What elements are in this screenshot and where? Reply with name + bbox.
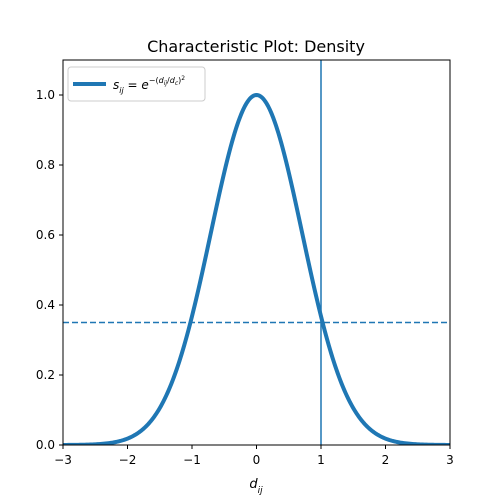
legend-entry-formula: sij = e−(dij/dc)2 xyxy=(113,75,185,95)
x-tick-label: −3 xyxy=(54,453,72,467)
x-tick-label: 2 xyxy=(382,453,390,467)
x-tick-label: 1 xyxy=(317,453,325,467)
y-tick-label: 0.6 xyxy=(36,228,55,242)
x-axis-label: dij xyxy=(249,477,263,496)
plot-area xyxy=(62,59,451,446)
legend-box xyxy=(67,66,206,102)
x-axis-label-subscript: ij xyxy=(258,486,264,496)
x-tick-label: −1 xyxy=(183,453,201,467)
x-tick-label: 3 xyxy=(446,453,454,467)
chart-title: Characteristic Plot: Density xyxy=(147,37,365,56)
y-tick-label: 0.4 xyxy=(36,298,55,312)
y-tick-label: 0.2 xyxy=(36,368,55,382)
y-tick-label: 0.8 xyxy=(36,158,55,172)
y-tick-label: 0.0 xyxy=(36,438,55,452)
x-axis-ticks: −3 −2 −1 0 1 2 3 xyxy=(54,445,454,467)
y-axis-ticks: 0.0 0.2 0.4 0.6 0.8 1.0 xyxy=(36,88,63,452)
plot-frame xyxy=(62,59,451,446)
y-tick-label: 1.0 xyxy=(36,88,55,102)
x-tick-label: 0 xyxy=(253,453,261,467)
legend: sij = e−(dij/dc)2 xyxy=(67,66,206,102)
series-line-0 xyxy=(63,93,450,445)
x-axis-label-main: d xyxy=(249,477,258,492)
x-tick-label: −2 xyxy=(119,453,137,467)
